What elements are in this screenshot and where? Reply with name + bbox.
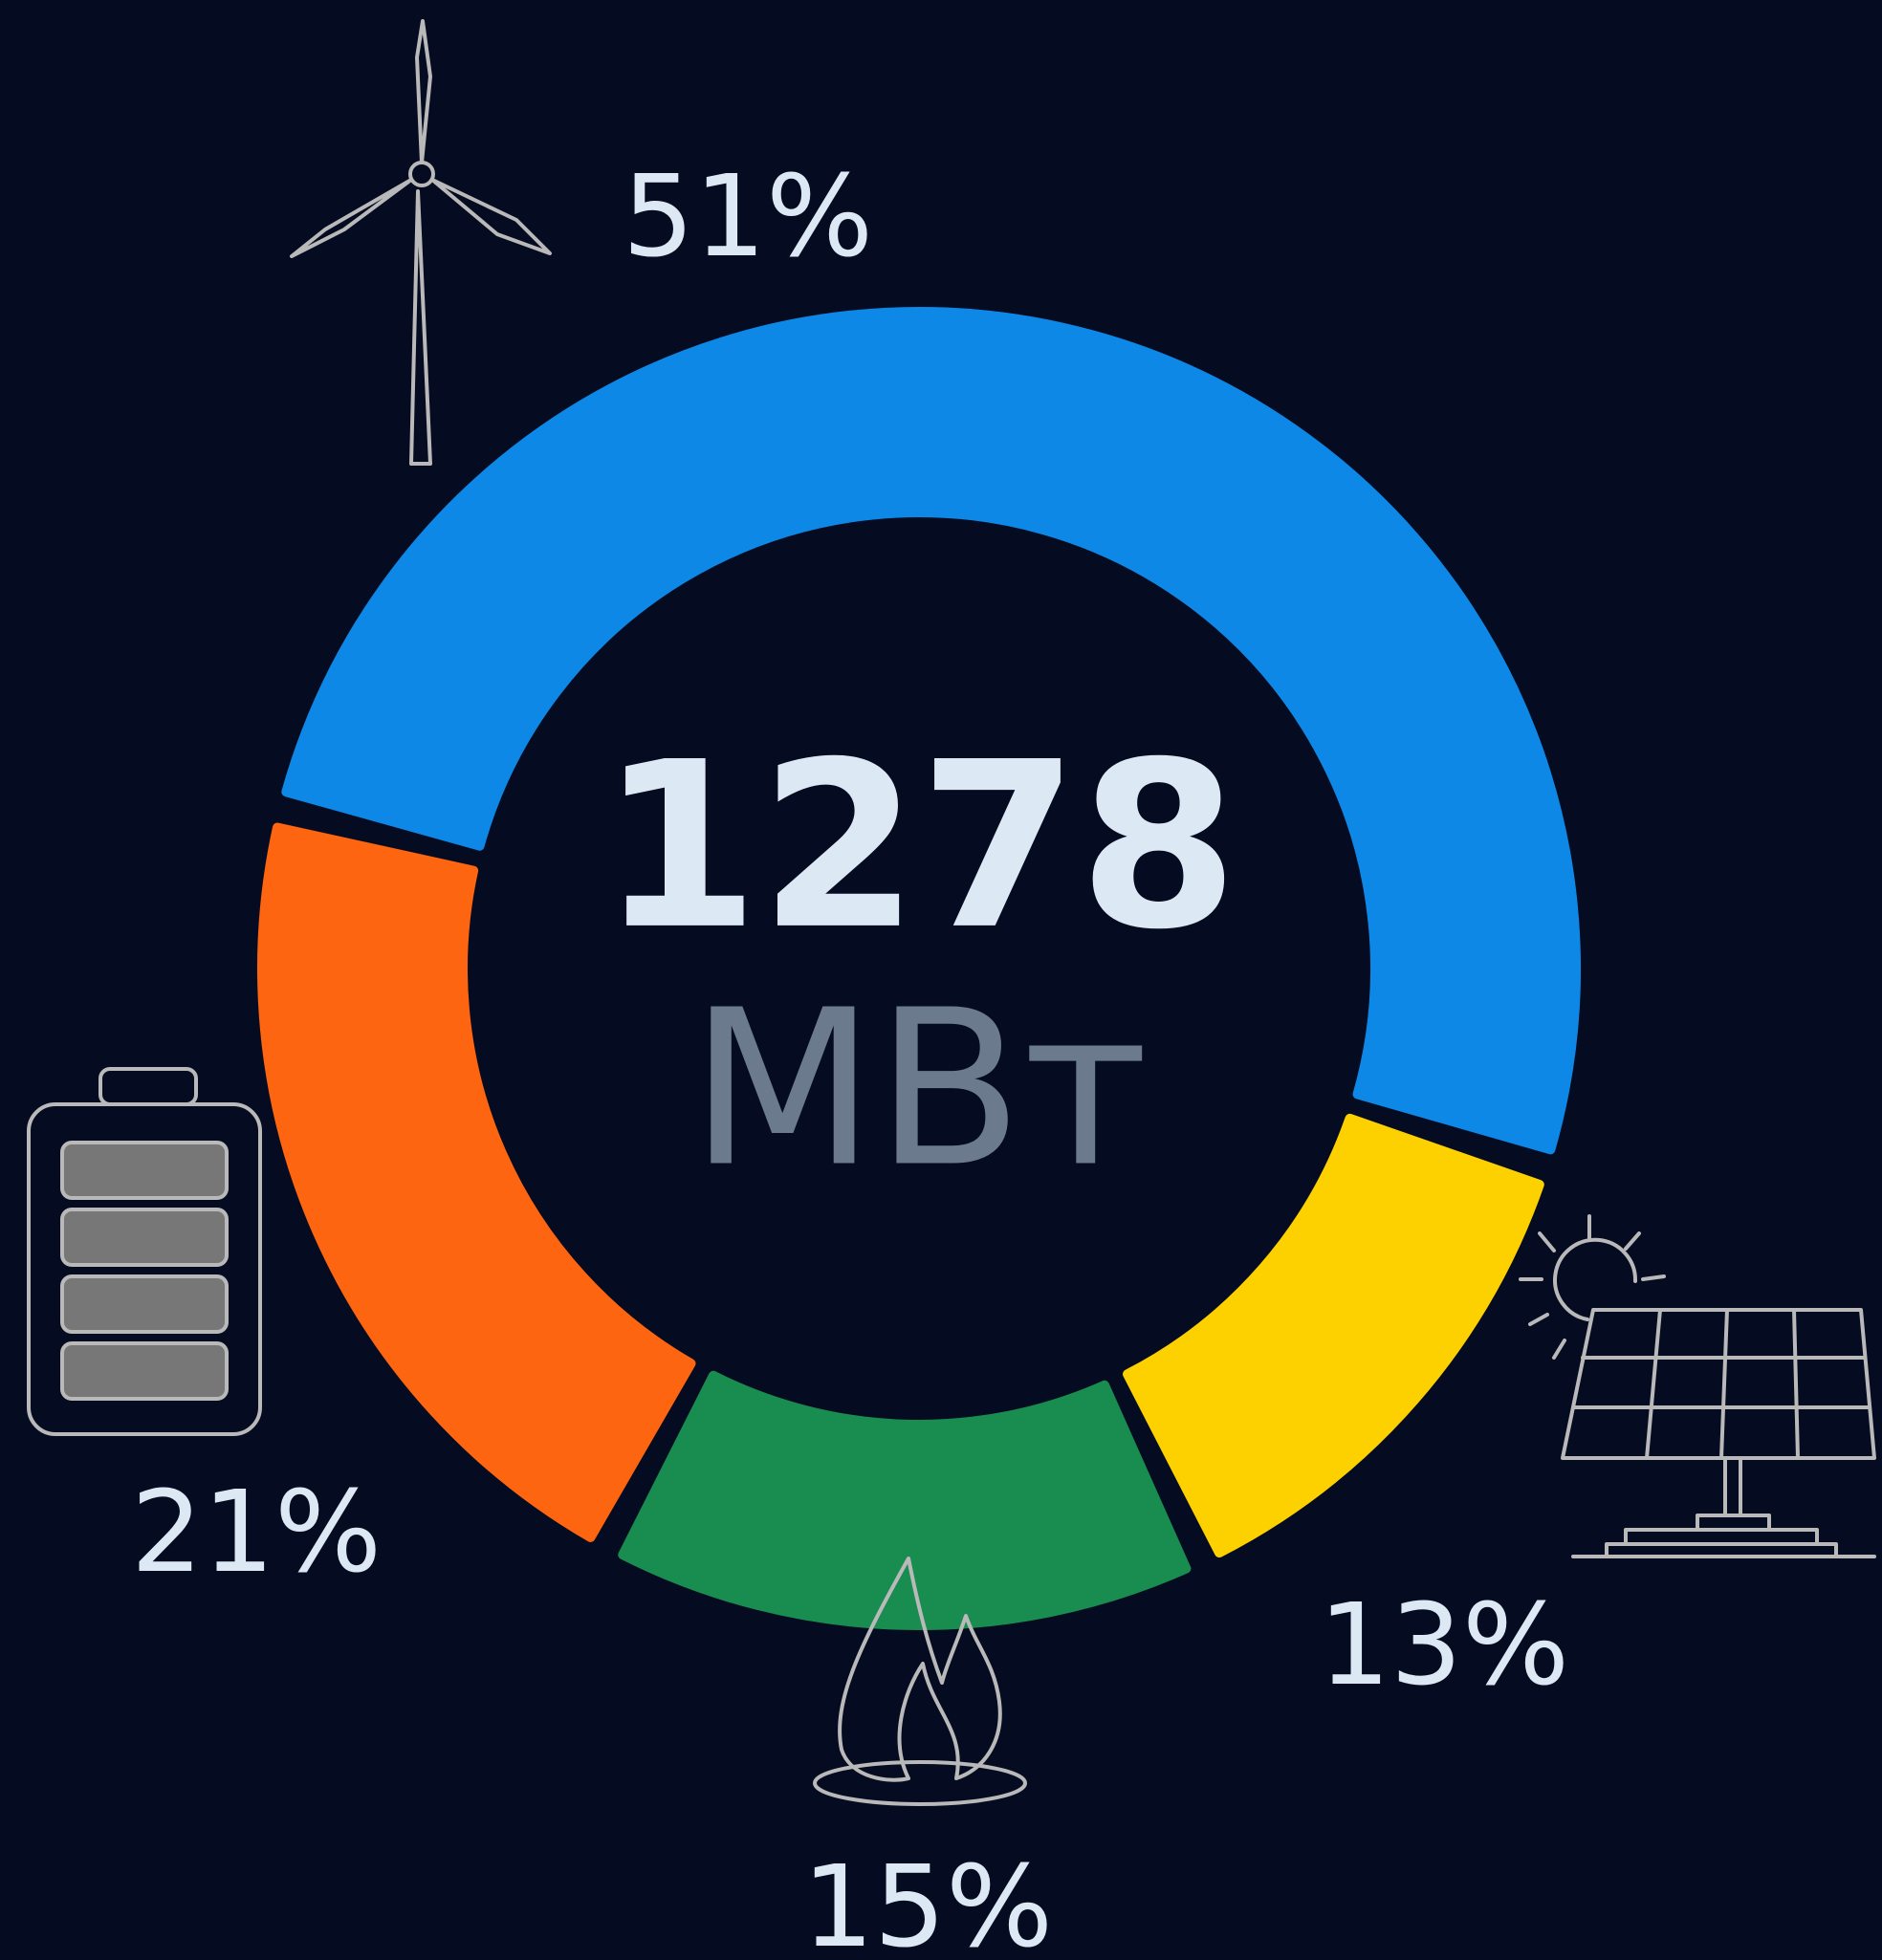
- wind-icon: [290, 19, 552, 466]
- center-unit: МВт: [689, 965, 1149, 1215]
- donut-segment: [257, 822, 696, 1542]
- solar-icon: [1519, 1214, 1876, 1558]
- donut-segment: [281, 307, 1581, 1155]
- value-label: 13%: [1319, 1579, 1569, 1710]
- battery-icon: [27, 1067, 262, 1436]
- value-label: 15%: [802, 1840, 1053, 1960]
- value-label: 21%: [131, 1466, 382, 1598]
- donut: [257, 307, 1581, 1630]
- fire-icon: [813, 1557, 1027, 1806]
- donut-segment: [618, 1370, 1192, 1630]
- value-label: 51%: [623, 150, 873, 282]
- donut-segment: [1123, 1113, 1544, 1558]
- center-value: 1278: [600, 712, 1238, 980]
